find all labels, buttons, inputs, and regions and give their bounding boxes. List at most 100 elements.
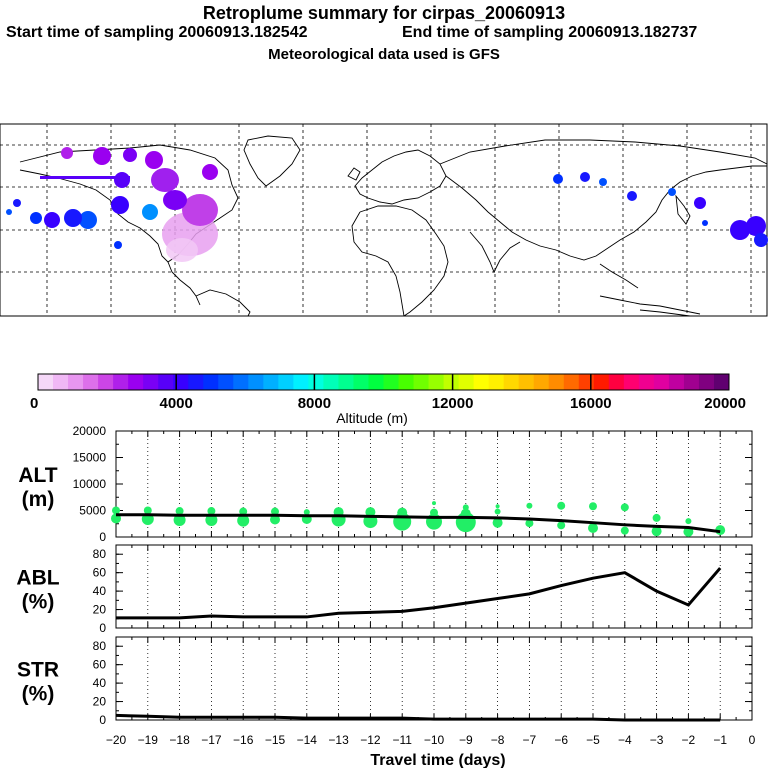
colorbar-swatch [368, 374, 384, 390]
plume-track [40, 176, 130, 179]
colorbar-swatch [353, 374, 369, 390]
colorbar-tick-label: 16000 [570, 395, 612, 412]
x-tick-label: −7 [523, 733, 537, 747]
scatter-point [589, 502, 597, 511]
y-axis-label: (%) [22, 683, 55, 706]
plume-marker [730, 220, 750, 240]
plume-marker [754, 233, 768, 247]
scatter-point [270, 514, 280, 525]
colorbar-swatch [293, 374, 309, 390]
plume-marker [599, 178, 607, 186]
plume-marker [145, 151, 163, 169]
scatter-point [620, 503, 629, 512]
y-tick-label: 40 [93, 584, 107, 598]
y-axis-label: ALT [18, 464, 57, 487]
colorbar-swatch [83, 374, 99, 390]
plume-marker [6, 209, 12, 215]
scatter-point [525, 519, 534, 528]
plume-blob [182, 194, 218, 226]
x-tick-label: −16 [233, 733, 254, 747]
scatter-point [620, 526, 629, 535]
scatter-point [462, 504, 469, 511]
colorbar-swatch [143, 374, 159, 390]
plot-title: Retroplume summary for cirpas_20060913 [202, 3, 566, 23]
x-tick-label: −20 [106, 733, 127, 747]
plume-markers [6, 147, 768, 262]
scatter-point [237, 514, 250, 527]
x-tick-label: −4 [618, 733, 632, 747]
scatter-point [557, 521, 566, 530]
colorbar-swatch [338, 374, 354, 390]
x-tick-label: 0 [749, 733, 756, 747]
colorbar-tick-label: 0 [30, 395, 38, 412]
y-axis-label: STR [17, 659, 59, 682]
scatter-point [652, 513, 661, 522]
x-tick-label: −2 [682, 733, 696, 747]
plume-blob [151, 168, 179, 192]
x-tick-label: −14 [297, 733, 318, 747]
scatter-point [494, 508, 501, 515]
plume-marker [64, 209, 82, 227]
scatter-point [205, 514, 218, 527]
y-axis-label: (m) [22, 488, 55, 511]
plume-marker [111, 196, 129, 214]
x-tick-label: −10 [424, 733, 445, 747]
colorbar-swatch [473, 374, 490, 390]
y-tick-label: 60 [93, 658, 107, 672]
plume-marker [30, 212, 42, 224]
scatter-point [651, 526, 662, 537]
x-tick-label: −5 [586, 733, 600, 747]
colorbar-swatch [518, 374, 535, 390]
colorbar-swatch [668, 374, 685, 390]
colorbar-frame [37, 373, 730, 391]
plume-marker [93, 147, 111, 165]
scatter-point [492, 517, 503, 528]
colorbar-swatch [53, 374, 69, 390]
x-tick-label: −9 [459, 733, 473, 747]
y-tick-label: 80 [93, 639, 107, 653]
colorbar-swatch [248, 374, 264, 390]
colorbar-swatch [218, 374, 234, 390]
y-tick-label: 0 [99, 621, 106, 635]
scatter-point [175, 507, 184, 516]
colorbar-swatch [443, 374, 460, 390]
colorbar-swatch [173, 374, 189, 390]
colorbar-swatch [263, 374, 279, 390]
plume-marker [202, 164, 218, 180]
colorbar-swatch [713, 374, 730, 390]
scatter-point [455, 512, 476, 533]
plume-marker [123, 148, 137, 162]
y-tick-label: 60 [93, 566, 107, 580]
colorbar-tick-label: 4000 [160, 395, 193, 412]
colorbar-swatch [458, 374, 475, 390]
plume-marker [114, 241, 122, 249]
y-axis-label: ABL [16, 567, 59, 590]
y-tick-label: 0 [99, 713, 106, 727]
plume-blob [163, 190, 187, 210]
colorbar-swatch [413, 374, 430, 390]
scatter-point [526, 502, 533, 509]
y-tick-label: 20 [93, 603, 107, 617]
plume-marker [627, 191, 637, 201]
x-tick-label: −18 [169, 733, 190, 747]
series-line [115, 713, 721, 722]
colorbar-swatch [308, 374, 324, 390]
colorbar-swatch [398, 374, 415, 390]
colorbar-swatch [548, 374, 565, 390]
y-tick-label: 5000 [79, 504, 106, 518]
plume-marker [61, 147, 73, 159]
scatter-point [112, 506, 120, 515]
y-axis-label: (%) [22, 591, 55, 614]
x-tick-label: −12 [360, 733, 381, 747]
colorbar-swatch [503, 374, 520, 390]
y-tick-label: 20 [93, 695, 107, 709]
plume-marker [580, 172, 590, 182]
time-series-panels: 05000100001500020000ALT(m)020406080ABL(%… [16, 424, 755, 768]
colorbar-swatch [638, 374, 655, 390]
plume-marker [553, 174, 563, 184]
map-graticule [0, 124, 767, 316]
x-tick-label: −1 [713, 733, 727, 747]
colorbar-swatch [428, 374, 445, 390]
panel-frame [115, 636, 753, 721]
